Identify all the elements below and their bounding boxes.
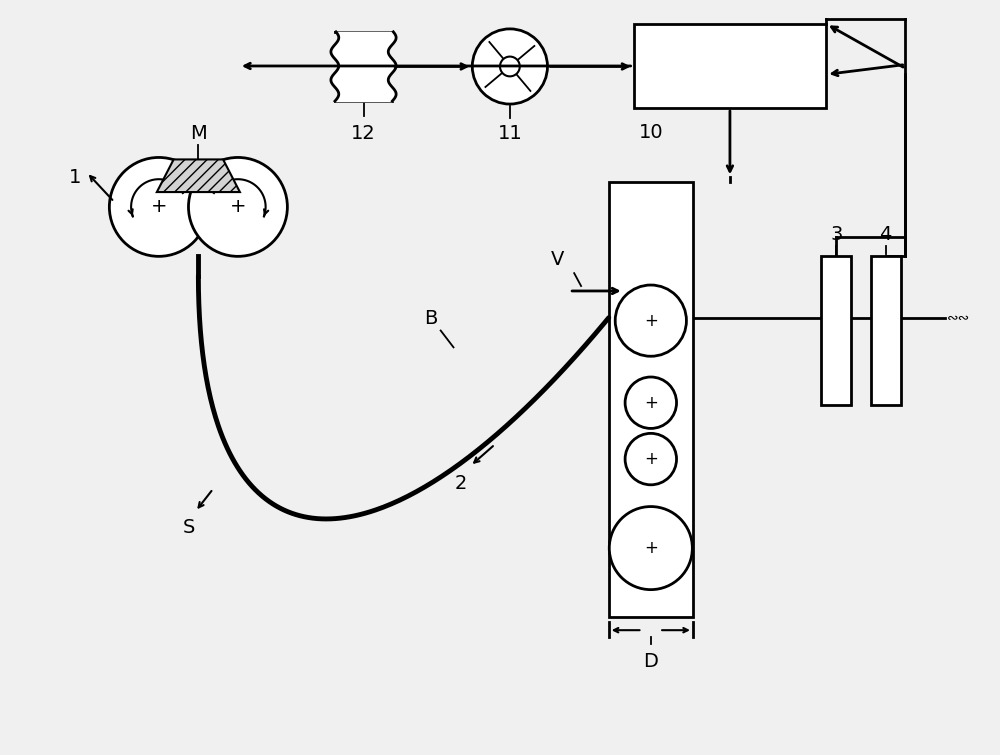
Text: +: +	[644, 539, 658, 557]
Circle shape	[188, 158, 287, 257]
Text: +: +	[230, 197, 246, 217]
Text: V: V	[551, 250, 564, 270]
Bar	[634, 24, 826, 108]
Text: +: +	[644, 393, 658, 411]
Bar	[821, 257, 851, 405]
Text: 12: 12	[351, 124, 376, 143]
Text: B: B	[424, 309, 437, 328]
Polygon shape	[157, 159, 240, 192]
Text: 2: 2	[454, 474, 467, 493]
Text: 11: 11	[498, 124, 522, 143]
Circle shape	[472, 29, 547, 104]
Circle shape	[615, 285, 686, 356]
Text: +: +	[644, 312, 658, 330]
Text: M: M	[190, 124, 207, 143]
Text: 4: 4	[880, 226, 892, 245]
Text: D: D	[643, 652, 658, 671]
Circle shape	[625, 433, 677, 485]
Text: S: S	[182, 519, 195, 538]
Bar	[871, 257, 901, 405]
Circle shape	[609, 507, 692, 590]
Circle shape	[500, 57, 520, 76]
Text: 10: 10	[638, 123, 663, 142]
Text: +: +	[644, 450, 658, 468]
Bar	[609, 182, 693, 618]
Text: 1: 1	[69, 168, 81, 187]
Text: ∾∾: ∾∾	[947, 310, 970, 325]
Text: +: +	[151, 197, 167, 217]
Text: 3: 3	[830, 226, 842, 245]
Circle shape	[109, 158, 208, 257]
Circle shape	[625, 377, 677, 428]
